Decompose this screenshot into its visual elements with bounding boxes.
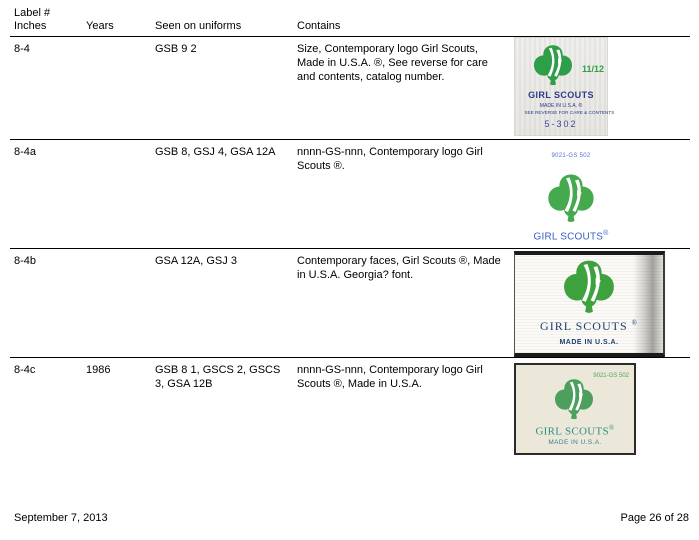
- brand-label: GIRL SCOUTS: [533, 231, 604, 243]
- header-label-number: Label #: [14, 7, 51, 19]
- girl-scouts-trefoil-icon: [554, 379, 594, 420]
- column-header-contains: Contains: [297, 20, 341, 32]
- tag-code-text: 9021-GS 502: [593, 373, 629, 379]
- label-photo-cell: 11/12 GIRL SCOUTS MADE IN U.S.A. ® SEE R…: [510, 37, 690, 136]
- contains-cell: Contemporary faces, Girl Scouts ®, Made …: [297, 255, 501, 281]
- seen-on-uniforms-cell: GSB 9 2: [155, 43, 197, 55]
- footer-date: September 7, 2013: [14, 512, 108, 524]
- footer-page-number: Page 26 of 28: [620, 512, 689, 524]
- tag-size-text: 11/12: [581, 64, 604, 74]
- table-row: 8-4b GSA 12A, GSJ 3 Contemporary faces, …: [10, 249, 690, 358]
- registered-mark: ®: [578, 103, 583, 109]
- registered-mark: ®: [608, 424, 615, 432]
- uniform-label-photo-8-4: 11/12 GIRL SCOUTS MADE IN U.S.A. ® SEE R…: [514, 37, 615, 136]
- tag-code-text: 9021-GS 502: [551, 153, 591, 159]
- uniform-label-photo-8-4a: 9021-GS 502 GIRL SCOUTS®: [512, 149, 630, 244]
- tag-made-in-text: MADE IN U.S.A.: [548, 439, 602, 446]
- contains-cell: nnnn-GS-nnn, Contemporary logo Girl Scou…: [297, 364, 483, 390]
- label-photo-cell: GIRL SCOUTS ® MADE IN U.S.A.: [510, 251, 690, 357]
- registered-mark: ®: [603, 230, 609, 237]
- seen-on-uniforms-cell: GSB 8 1, GSCS 2, GSCS 3, GSA 12B: [155, 364, 281, 390]
- table-header-row: Label # Inches Years Seen on uniforms Co…: [10, 5, 690, 37]
- label-number-cell: 8-4c: [14, 364, 36, 376]
- table-row: 8-4 GSB 9 2 Size, Contemporary logo Girl…: [10, 37, 690, 140]
- header-inches: Inches: [14, 20, 47, 32]
- uniform-label-photo-8-4b: GIRL SCOUTS ® MADE IN U.S.A.: [514, 251, 665, 357]
- tag-made-in-text: MADE IN U.S.A.: [559, 339, 619, 346]
- years-cell: 1986: [86, 364, 111, 376]
- tag-brand-text: GIRL SCOUTS®: [516, 421, 634, 439]
- tag-made-in-text: MADE IN U.S.A. ®: [521, 100, 601, 112]
- contains-cell: nnnn-GS-nnn, Contemporary logo Girl Scou…: [297, 146, 483, 172]
- label-number-cell: 8-4: [14, 43, 30, 55]
- brand-label: GIRL SCOUTS: [540, 319, 628, 333]
- made-in-label: MADE IN U.S.A.: [539, 103, 578, 109]
- tag-brand-text: GIRL SCOUTS ®: [515, 316, 663, 333]
- tag-brand-text: GIRL SCOUTS®: [512, 227, 630, 244]
- uniform-label-photo-8-4c: 9021-GS 502 GIRL SCOUTS® MADE IN U.S.A.: [514, 363, 636, 455]
- table-row: 8-4a GSB 8, GSJ 4, GSA 12A nnnn-GS-nnn, …: [10, 140, 690, 249]
- label-number-cell: 8-4a: [14, 146, 37, 158]
- label-photo-cell: 9021-GS 502 GIRL SCOUTS® MADE IN U.S.A.: [510, 363, 690, 455]
- label-number-cell: 8-4b: [14, 255, 37, 267]
- registered-mark: ®: [631, 319, 638, 327]
- table-row: 8-4c 1986 GSB 8 1, GSCS 2, GSCS 3, GSA 1…: [10, 358, 690, 473]
- column-header-seen-on-uniforms: Seen on uniforms: [155, 20, 242, 32]
- girl-scouts-trefoil-icon: [564, 260, 614, 313]
- page-footer: September 7, 2013 Page 26 of 28: [14, 512, 689, 524]
- tag-catalog-number: 5-302: [544, 119, 578, 129]
- girl-scouts-trefoil-icon: [548, 174, 594, 222]
- girl-scouts-trefoil-icon: [533, 45, 573, 86]
- label-table: Label # Inches Years Seen on uniforms Co…: [10, 5, 690, 473]
- contains-cell: Size, Contemporary logo Girl Scouts, Mad…: [297, 43, 488, 83]
- seen-on-uniforms-cell: GSB 8, GSJ 4, GSA 12A: [155, 146, 276, 158]
- brand-label: GIRL SCOUTS: [535, 425, 609, 438]
- column-header-years: Years: [86, 20, 114, 32]
- column-header-label-inches: Label # Inches: [14, 7, 86, 33]
- tag-brand-text: GIRL SCOUTS: [528, 90, 594, 100]
- seen-on-uniforms-cell: GSA 12A, GSJ 3: [155, 255, 237, 267]
- label-photo-cell: 9021-GS 502 GIRL SCOUTS®: [510, 145, 690, 244]
- tag-care-text: SEE REVERSE FOR CARE & CONTENTS: [524, 110, 615, 116]
